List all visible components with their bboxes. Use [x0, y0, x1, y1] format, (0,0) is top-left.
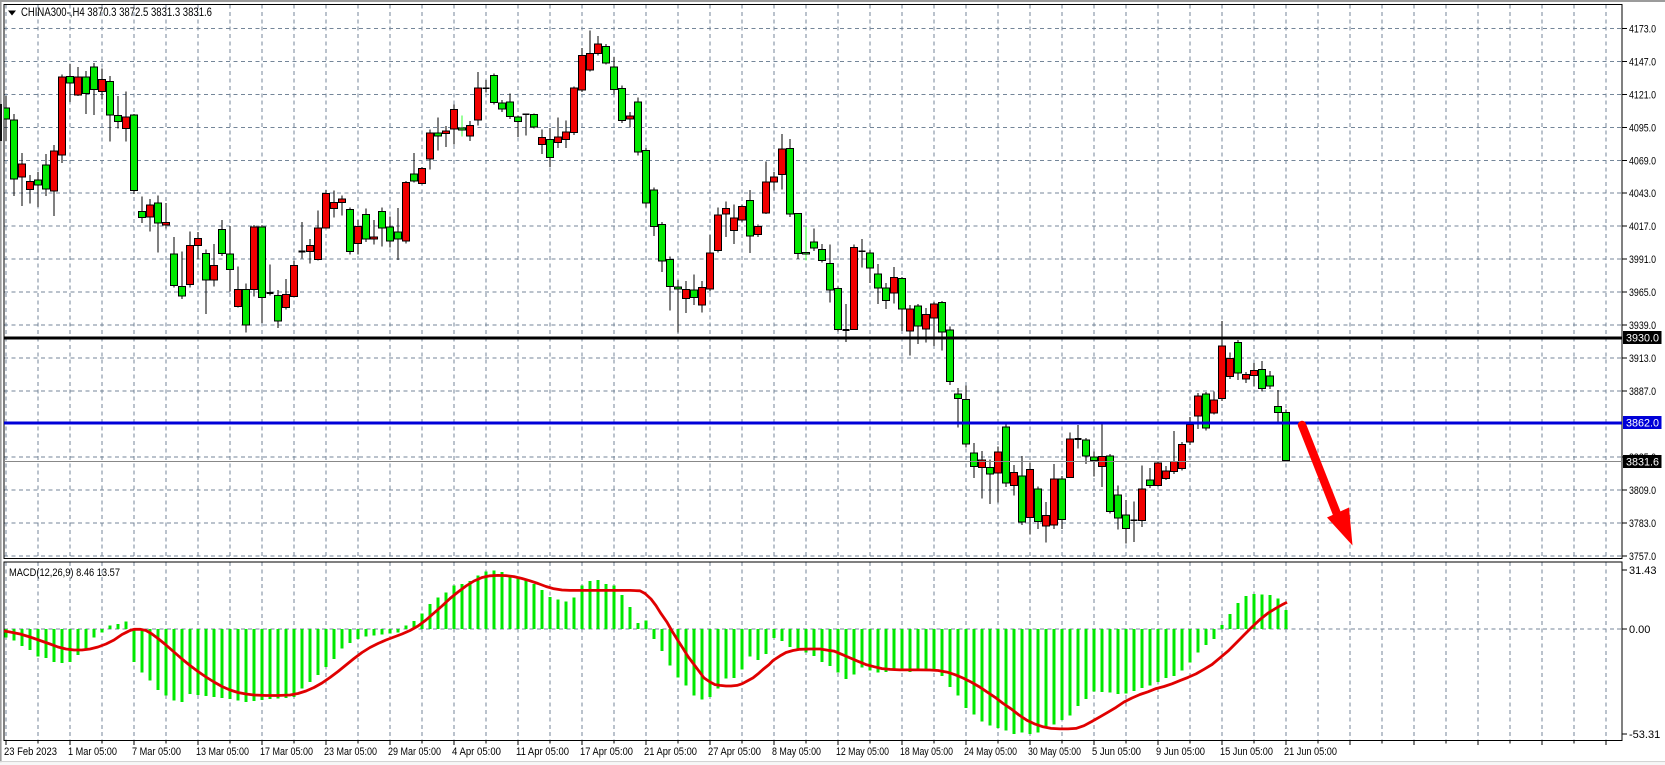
svg-text:3930.0: 3930.0: [1626, 333, 1659, 345]
svg-text:4017.0: 4017.0: [1629, 221, 1656, 233]
svg-text:4121.0: 4121.0: [1629, 89, 1656, 101]
svg-text:4147.0: 4147.0: [1629, 56, 1656, 68]
svg-text:15 Jun 05:00: 15 Jun 05:00: [1220, 746, 1273, 758]
svg-text:3862.0: 3862.0: [1626, 418, 1659, 430]
svg-text:3939.0: 3939.0: [1629, 320, 1656, 332]
svg-text:3991.0: 3991.0: [1629, 254, 1656, 266]
svg-text:5 Jun 05:00: 5 Jun 05:00: [1092, 746, 1141, 758]
svg-text:4095.0: 4095.0: [1629, 122, 1656, 134]
svg-text:3887.0: 3887.0: [1629, 386, 1656, 398]
svg-text:12 May 05:00: 12 May 05:00: [836, 746, 889, 758]
svg-text:24 May 05:00: 24 May 05:00: [964, 746, 1017, 758]
svg-text:4043.0: 4043.0: [1629, 188, 1656, 200]
svg-text:3965.0: 3965.0: [1629, 287, 1656, 299]
svg-text:-53.31: -53.31: [1629, 729, 1660, 741]
svg-text:8 May 05:00: 8 May 05:00: [772, 746, 821, 758]
svg-text:13 Mar 05:00: 13 Mar 05:00: [196, 746, 249, 758]
svg-text:3913.0: 3913.0: [1629, 353, 1656, 365]
svg-text:31.43: 31.43: [1629, 565, 1657, 577]
svg-text:27 Apr 05:00: 27 Apr 05:00: [708, 746, 761, 758]
svg-text:23 Feb 2023: 23 Feb 2023: [4, 746, 57, 758]
svg-text:9 Jun 05:00: 9 Jun 05:00: [1156, 746, 1205, 758]
svg-text:4173.0: 4173.0: [1629, 23, 1656, 35]
svg-text:3809.0: 3809.0: [1629, 485, 1656, 497]
svg-text:23 Mar 05:00: 23 Mar 05:00: [324, 746, 377, 758]
svg-text:30 May 05:00: 30 May 05:00: [1028, 746, 1081, 758]
svg-text:17 Apr 05:00: 17 Apr 05:00: [580, 746, 633, 758]
svg-text:3783.0: 3783.0: [1629, 518, 1656, 530]
svg-text:29 Mar 05:00: 29 Mar 05:00: [388, 746, 441, 758]
svg-text:1 Mar 05:00: 1 Mar 05:00: [68, 746, 117, 758]
svg-text:0.00: 0.00: [1629, 624, 1650, 636]
svg-text:4 Apr 05:00: 4 Apr 05:00: [452, 746, 501, 758]
svg-text:11 Apr 05:00: 11 Apr 05:00: [516, 746, 569, 758]
svg-text:CHINA300-,H4 3870.3 3872.5 38: CHINA300-,H4 3870.3 3872.5 3831.3 3831.6: [21, 5, 212, 19]
svg-text:3757.0: 3757.0: [1629, 551, 1656, 563]
svg-text:MACD(12,26,9) 8.46 13.57: MACD(12,26,9) 8.46 13.57: [9, 567, 120, 579]
svg-text:7 Mar 05:00: 7 Mar 05:00: [132, 746, 181, 758]
svg-text:3831.6: 3831.6: [1626, 457, 1659, 469]
svg-text:17 Mar 05:00: 17 Mar 05:00: [260, 746, 313, 758]
svg-text:21 Jun 05:00: 21 Jun 05:00: [1284, 746, 1337, 758]
svg-text:18 May 05:00: 18 May 05:00: [900, 746, 953, 758]
svg-text:21 Apr 05:00: 21 Apr 05:00: [644, 746, 697, 758]
svg-text:4069.0: 4069.0: [1629, 155, 1656, 167]
